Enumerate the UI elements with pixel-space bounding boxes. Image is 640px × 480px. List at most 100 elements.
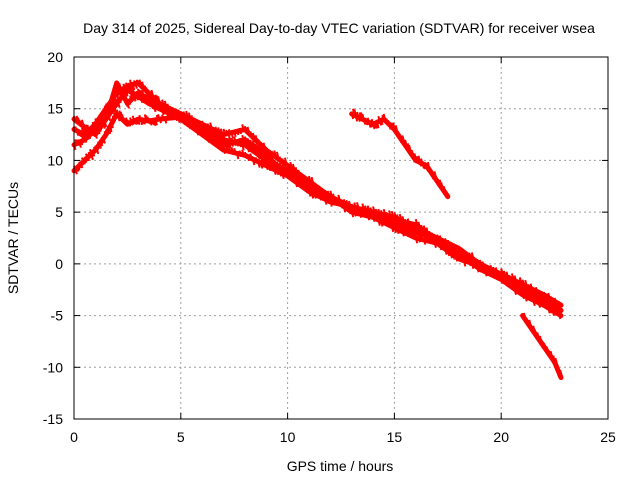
data-point — [481, 264, 485, 271]
data-point — [141, 117, 145, 125]
data-point — [401, 230, 405, 237]
data-point — [446, 249, 451, 257]
data-point — [134, 93, 138, 100]
data-point — [99, 115, 104, 122]
data-point — [380, 220, 384, 227]
data-point — [243, 151, 248, 159]
data-point — [476, 259, 480, 266]
data-point — [408, 144, 412, 152]
data-point — [381, 114, 385, 122]
data-point — [105, 103, 109, 110]
data-point — [534, 333, 539, 340]
data-point — [532, 289, 536, 296]
data-point — [153, 97, 157, 105]
data-point — [257, 139, 261, 146]
y-tick-label: -10 — [43, 359, 63, 375]
data-point — [235, 152, 240, 160]
data-point — [321, 191, 325, 199]
data-point — [484, 266, 488, 273]
data-point — [422, 162, 427, 170]
data-point — [425, 236, 429, 243]
data-point — [198, 129, 202, 136]
data-point — [428, 235, 432, 242]
data-point — [549, 304, 553, 312]
data-point — [75, 139, 80, 146]
data-point — [157, 96, 161, 103]
data-point — [230, 140, 235, 147]
data-point — [243, 125, 248, 133]
data-point — [161, 99, 165, 106]
data-point — [111, 115, 116, 122]
data-point — [278, 162, 283, 170]
data-point — [89, 127, 93, 134]
data-point — [372, 215, 376, 222]
data-point — [114, 100, 118, 108]
data-point — [390, 122, 395, 130]
data-point — [273, 150, 277, 157]
data-point — [214, 126, 218, 134]
data-point — [374, 215, 379, 222]
data-point — [364, 118, 368, 126]
data-point — [137, 118, 141, 125]
data-point — [357, 115, 361, 122]
data-point — [518, 277, 523, 284]
data-point — [358, 211, 363, 218]
data-point — [553, 307, 558, 315]
data-point — [217, 142, 221, 149]
data-point — [500, 268, 504, 275]
data-point — [127, 98, 132, 105]
data-point — [190, 122, 194, 129]
data-point — [460, 247, 464, 254]
data-point — [416, 156, 420, 163]
data-point — [107, 127, 112, 135]
data-point — [478, 259, 483, 267]
data-point — [149, 93, 153, 101]
data-point — [414, 218, 419, 226]
data-point — [262, 148, 267, 155]
data-point — [126, 119, 130, 126]
data-point — [81, 157, 85, 164]
data-point — [177, 112, 181, 120]
data-point — [412, 227, 416, 235]
data-point — [154, 118, 158, 126]
data-point — [87, 151, 92, 159]
data-point — [546, 351, 551, 358]
data-point — [137, 80, 141, 87]
data-point — [238, 127, 243, 135]
data-point — [257, 153, 261, 160]
data-point — [163, 103, 168, 111]
data-point — [123, 119, 128, 126]
data-point — [209, 122, 213, 129]
data-point — [85, 132, 89, 140]
data-point — [93, 146, 97, 154]
data-point — [353, 109, 357, 116]
data-point — [368, 121, 372, 128]
data-point — [182, 112, 186, 119]
data-point — [81, 119, 85, 126]
data-point — [452, 253, 456, 260]
data-point — [557, 301, 562, 308]
data-point — [281, 172, 285, 180]
data-point — [103, 130, 108, 138]
data-point — [233, 130, 237, 138]
data-point — [130, 83, 134, 90]
data-point — [82, 132, 86, 139]
data-point — [390, 217, 395, 224]
data-point — [460, 256, 464, 263]
data-point — [418, 160, 423, 167]
data-point — [142, 118, 146, 125]
data-point — [324, 198, 328, 205]
data-point — [430, 173, 435, 180]
data-point — [326, 197, 331, 204]
data-point — [151, 118, 156, 126]
data-point — [166, 104, 170, 112]
data-point — [462, 260, 467, 267]
data-point — [537, 338, 542, 345]
data-point — [241, 143, 245, 151]
data-point — [117, 114, 121, 122]
data-point — [385, 211, 389, 219]
data-point — [74, 117, 78, 124]
data-point — [139, 118, 144, 126]
data-point — [534, 286, 539, 294]
data-point — [135, 79, 140, 87]
